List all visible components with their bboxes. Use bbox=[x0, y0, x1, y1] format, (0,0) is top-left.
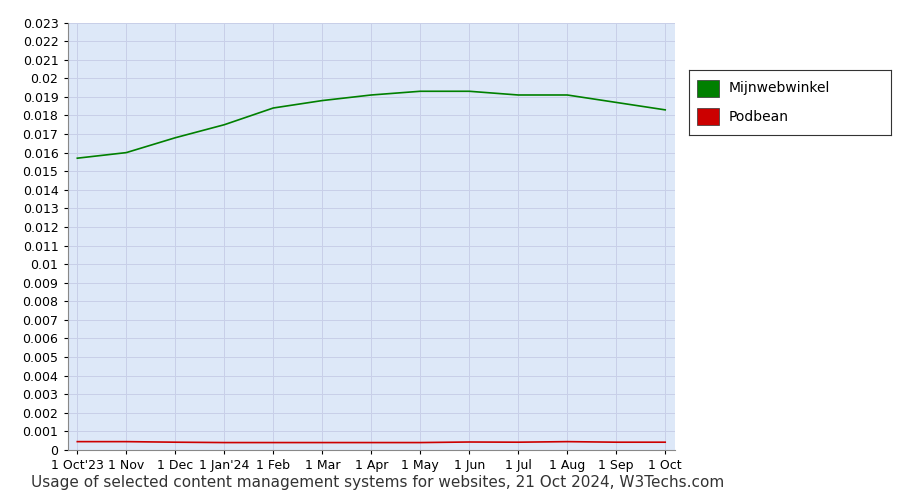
Bar bbox=[697, 80, 719, 96]
Text: Mijnwebwinkel: Mijnwebwinkel bbox=[729, 81, 831, 95]
Text: Podbean: Podbean bbox=[729, 110, 789, 124]
Text: Usage of selected content management systems for websites, 21 Oct 2024, W3Techs.: Usage of selected content management sys… bbox=[32, 475, 724, 490]
Bar bbox=[697, 108, 719, 125]
